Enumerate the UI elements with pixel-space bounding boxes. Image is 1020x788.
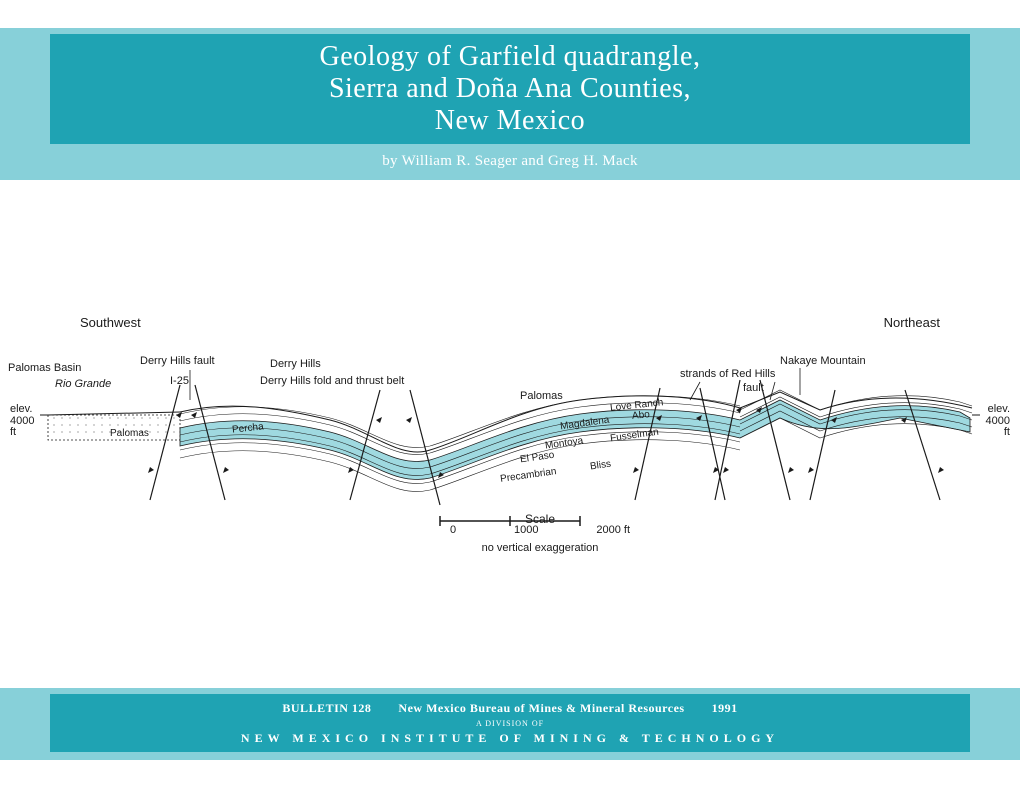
elev-left-3: ft [10, 426, 16, 438]
title-line-2: Sierra and Doña Ana Counties, [329, 73, 691, 104]
scale-bar [430, 512, 610, 530]
bulletin-number: BULLETIN 128 [282, 701, 371, 715]
orientation-right: Northeast [884, 315, 940, 330]
scale-note: no vertical exaggeration [430, 542, 650, 554]
formation-label-0: Palomas [110, 428, 149, 439]
division-line: A DIVISION OF [476, 719, 544, 728]
elev-right-1: elev. [988, 403, 1010, 415]
top-label-0: Palomas Basin [8, 362, 81, 374]
page-title: Geology of Garfield quadrangle, Sierra a… [320, 41, 701, 138]
footer-inner-band: BULLETIN 128 New Mexico Bureau of Mines … [50, 694, 970, 752]
elev-left-1: elev. [10, 403, 32, 415]
title-line-3: New Mexico [435, 105, 585, 136]
title-line-1: Geology of Garfield quadrangle, [320, 41, 701, 72]
top-label-9: fault [743, 382, 764, 394]
header-outer-band: Geology of Garfield quadrangle, Sierra a… [0, 28, 1020, 180]
institute-line: NEW MEXICO INSTITUTE OF MINING & TECHNOL… [241, 731, 779, 746]
elev-right-3: ft [1004, 426, 1010, 438]
cross-section-diagram: Southwest Northeast Palomas Basin Derry H… [0, 300, 1020, 580]
cross-section-svg [0, 300, 1020, 520]
authors-line: by William R. Seager and Greg H. Mack [0, 153, 1020, 170]
elev-right-2: 4000 [986, 415, 1010, 427]
top-label-5: Rio Grande [55, 378, 111, 390]
top-label-1: Derry Hills fault [140, 355, 215, 367]
bureau-name: New Mexico Bureau of Mines & Mineral Res… [398, 701, 684, 715]
top-label-6: Palomas [520, 390, 563, 402]
elev-left: elev. 4000 ft [10, 404, 34, 439]
top-label-4: Derry Hills fold and thrust belt [260, 375, 404, 387]
footer-outer-band: BULLETIN 128 New Mexico Bureau of Mines … [0, 688, 1020, 760]
bulletin-line: BULLETIN 128 New Mexico Bureau of Mines … [282, 701, 737, 716]
top-label-7: Nakaye Mountain [780, 355, 866, 367]
top-label-8: strands of Red Hills [680, 368, 775, 380]
elev-left-2: 4000 [10, 415, 34, 427]
elev-right: elev. 4000 ft [986, 404, 1010, 439]
formation-label-3: Abo [631, 409, 650, 422]
orientation-left: Southwest [80, 315, 141, 330]
header-inner-band: Geology of Garfield quadrangle, Sierra a… [50, 34, 970, 144]
top-label-2: Derry Hills [270, 358, 321, 370]
scale-block: Scale 0 1000 2000 ft no vertical exagger… [430, 512, 650, 554]
top-label-3: I-25 [170, 375, 189, 387]
year: 1991 [712, 701, 738, 715]
